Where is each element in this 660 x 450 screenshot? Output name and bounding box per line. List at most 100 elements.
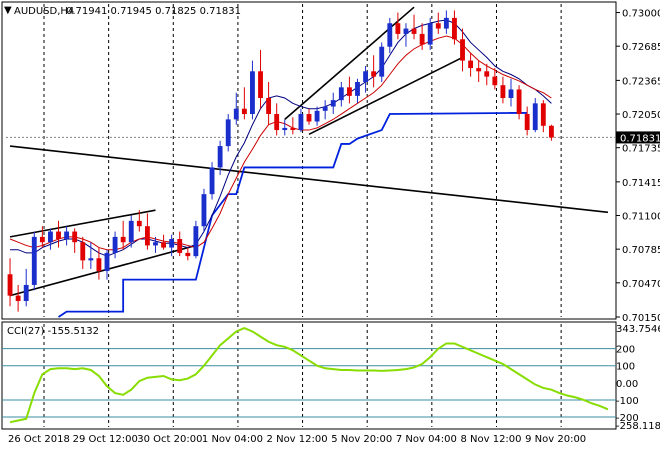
time-tick-label: 7 Nov 04:00 xyxy=(396,434,457,445)
price-pane xyxy=(1,1,617,320)
cci-tick-label: -258.1185 xyxy=(616,421,660,432)
cci-tick-label: 343.7546 xyxy=(616,324,660,335)
candle-down xyxy=(460,39,465,61)
candle-down xyxy=(484,71,490,77)
time-tick-label: 5 Nov 20:00 xyxy=(331,434,392,445)
candle-down xyxy=(136,220,142,227)
chart-symbol-icon: ▼ xyxy=(4,5,12,16)
candle-up xyxy=(104,252,110,272)
cci-pane xyxy=(1,321,617,430)
price-axis: 0.73000 0.72685 0.72365 0.72050 0.71735 0.714… xyxy=(616,9,660,324)
candle-down xyxy=(306,114,312,122)
candle-down xyxy=(290,127,296,131)
candle-down xyxy=(258,71,263,99)
candle-down xyxy=(274,114,280,131)
candle-down xyxy=(411,28,417,34)
price-tick-label: 0.73000 xyxy=(622,9,660,20)
candle-down xyxy=(419,33,425,45)
candle-down xyxy=(144,226,150,246)
candle-up xyxy=(379,46,385,77)
candle-up xyxy=(355,81,360,96)
candle-down xyxy=(241,108,247,115)
current-price-label: 0.71831 xyxy=(620,133,660,144)
time-tick-label: 30 Oct 20:00 xyxy=(137,434,202,445)
time-tick-label: 8 Nov 12:00 xyxy=(460,434,521,445)
ma-dark-line xyxy=(10,19,552,257)
candle-up xyxy=(64,231,70,240)
price-tick-label: 0.70785 xyxy=(622,245,660,256)
candle-down xyxy=(476,68,482,72)
price-tick-label: 0.71735 xyxy=(622,144,660,155)
grid-layer xyxy=(6,4,616,427)
candle-up xyxy=(193,226,199,257)
candle-up xyxy=(338,87,344,101)
candle-down xyxy=(492,76,498,86)
trend-line xyxy=(9,145,609,214)
candles xyxy=(7,10,554,312)
channel-line xyxy=(58,112,528,318)
candle-down xyxy=(524,114,530,131)
candle-up xyxy=(88,258,94,261)
candle-up xyxy=(217,146,223,168)
candle-up xyxy=(443,17,449,29)
time-axis: 26 Oct 2018 29 Oct 12:00 30 Oct 20:00 1 Nov… xyxy=(8,434,586,445)
cci-tick-label: -200 xyxy=(616,413,639,424)
trend-line xyxy=(284,6,415,120)
cci-line xyxy=(9,326,609,424)
candle-up xyxy=(209,167,215,195)
cci-tick-label: 100 xyxy=(616,362,635,373)
current-price-box xyxy=(616,131,660,144)
candle-down xyxy=(266,98,272,115)
symbol-label: AUDUSD,H4 xyxy=(14,6,74,17)
candle-down xyxy=(185,252,191,257)
candle-down xyxy=(7,274,13,296)
candle-down xyxy=(15,295,21,301)
time-tick-label: 9 Nov 20:00 xyxy=(525,434,586,445)
candle-up xyxy=(48,231,53,243)
candle-up xyxy=(387,23,393,47)
candle-down xyxy=(80,242,86,261)
price-tick-label: 0.72685 xyxy=(622,42,660,53)
candle-up xyxy=(403,28,409,34)
candle-up xyxy=(508,89,514,99)
price-tick-label: 0.71100 xyxy=(622,212,660,223)
candle-up xyxy=(128,220,134,243)
candle-down xyxy=(500,85,506,99)
candle-down xyxy=(56,231,61,240)
cci-tick-label: 0.00 xyxy=(616,379,638,390)
price-tick-label: 0.70470 xyxy=(622,279,660,290)
time-tick-label: 2 Nov 12:00 xyxy=(267,434,328,445)
candle-up xyxy=(153,242,158,246)
time-tick-label: 1 Nov 04:00 xyxy=(202,434,263,445)
time-tick-label: 26 Oct 2018 xyxy=(8,434,70,445)
candle-down xyxy=(452,17,457,40)
candle-down xyxy=(548,125,554,138)
price-tick-label: 0.70150 xyxy=(622,313,660,324)
candle-up xyxy=(322,106,328,111)
time-tick-label: 29 Oct 12:00 xyxy=(73,434,138,445)
candle-up xyxy=(532,103,538,131)
candle-up xyxy=(31,236,37,285)
candle-up xyxy=(427,23,433,45)
candle-up xyxy=(298,114,304,131)
trend-line xyxy=(308,56,463,136)
candle-up xyxy=(225,119,231,147)
candle-down xyxy=(371,71,377,77)
candle-down xyxy=(540,103,546,126)
candle-down xyxy=(120,236,126,243)
candle-down xyxy=(96,258,102,272)
candle-down xyxy=(435,23,441,29)
candle-up xyxy=(23,284,29,301)
candle-down xyxy=(72,231,78,243)
candle-down xyxy=(516,89,522,115)
cci-tick-label: 200 xyxy=(616,345,635,356)
cci-title: CCI(27) -155.5132 xyxy=(7,326,99,337)
candle-down xyxy=(161,242,166,248)
candle-down xyxy=(346,87,352,96)
candle-up xyxy=(282,127,288,131)
candle-up xyxy=(363,71,368,82)
cci-indicator: 343.7546 200 100 0.00 -100 -200-258.1185 xyxy=(2,324,660,432)
candle-up xyxy=(330,100,336,107)
price-tick-label: 0.72050 xyxy=(622,110,660,121)
candle-down xyxy=(395,23,401,34)
